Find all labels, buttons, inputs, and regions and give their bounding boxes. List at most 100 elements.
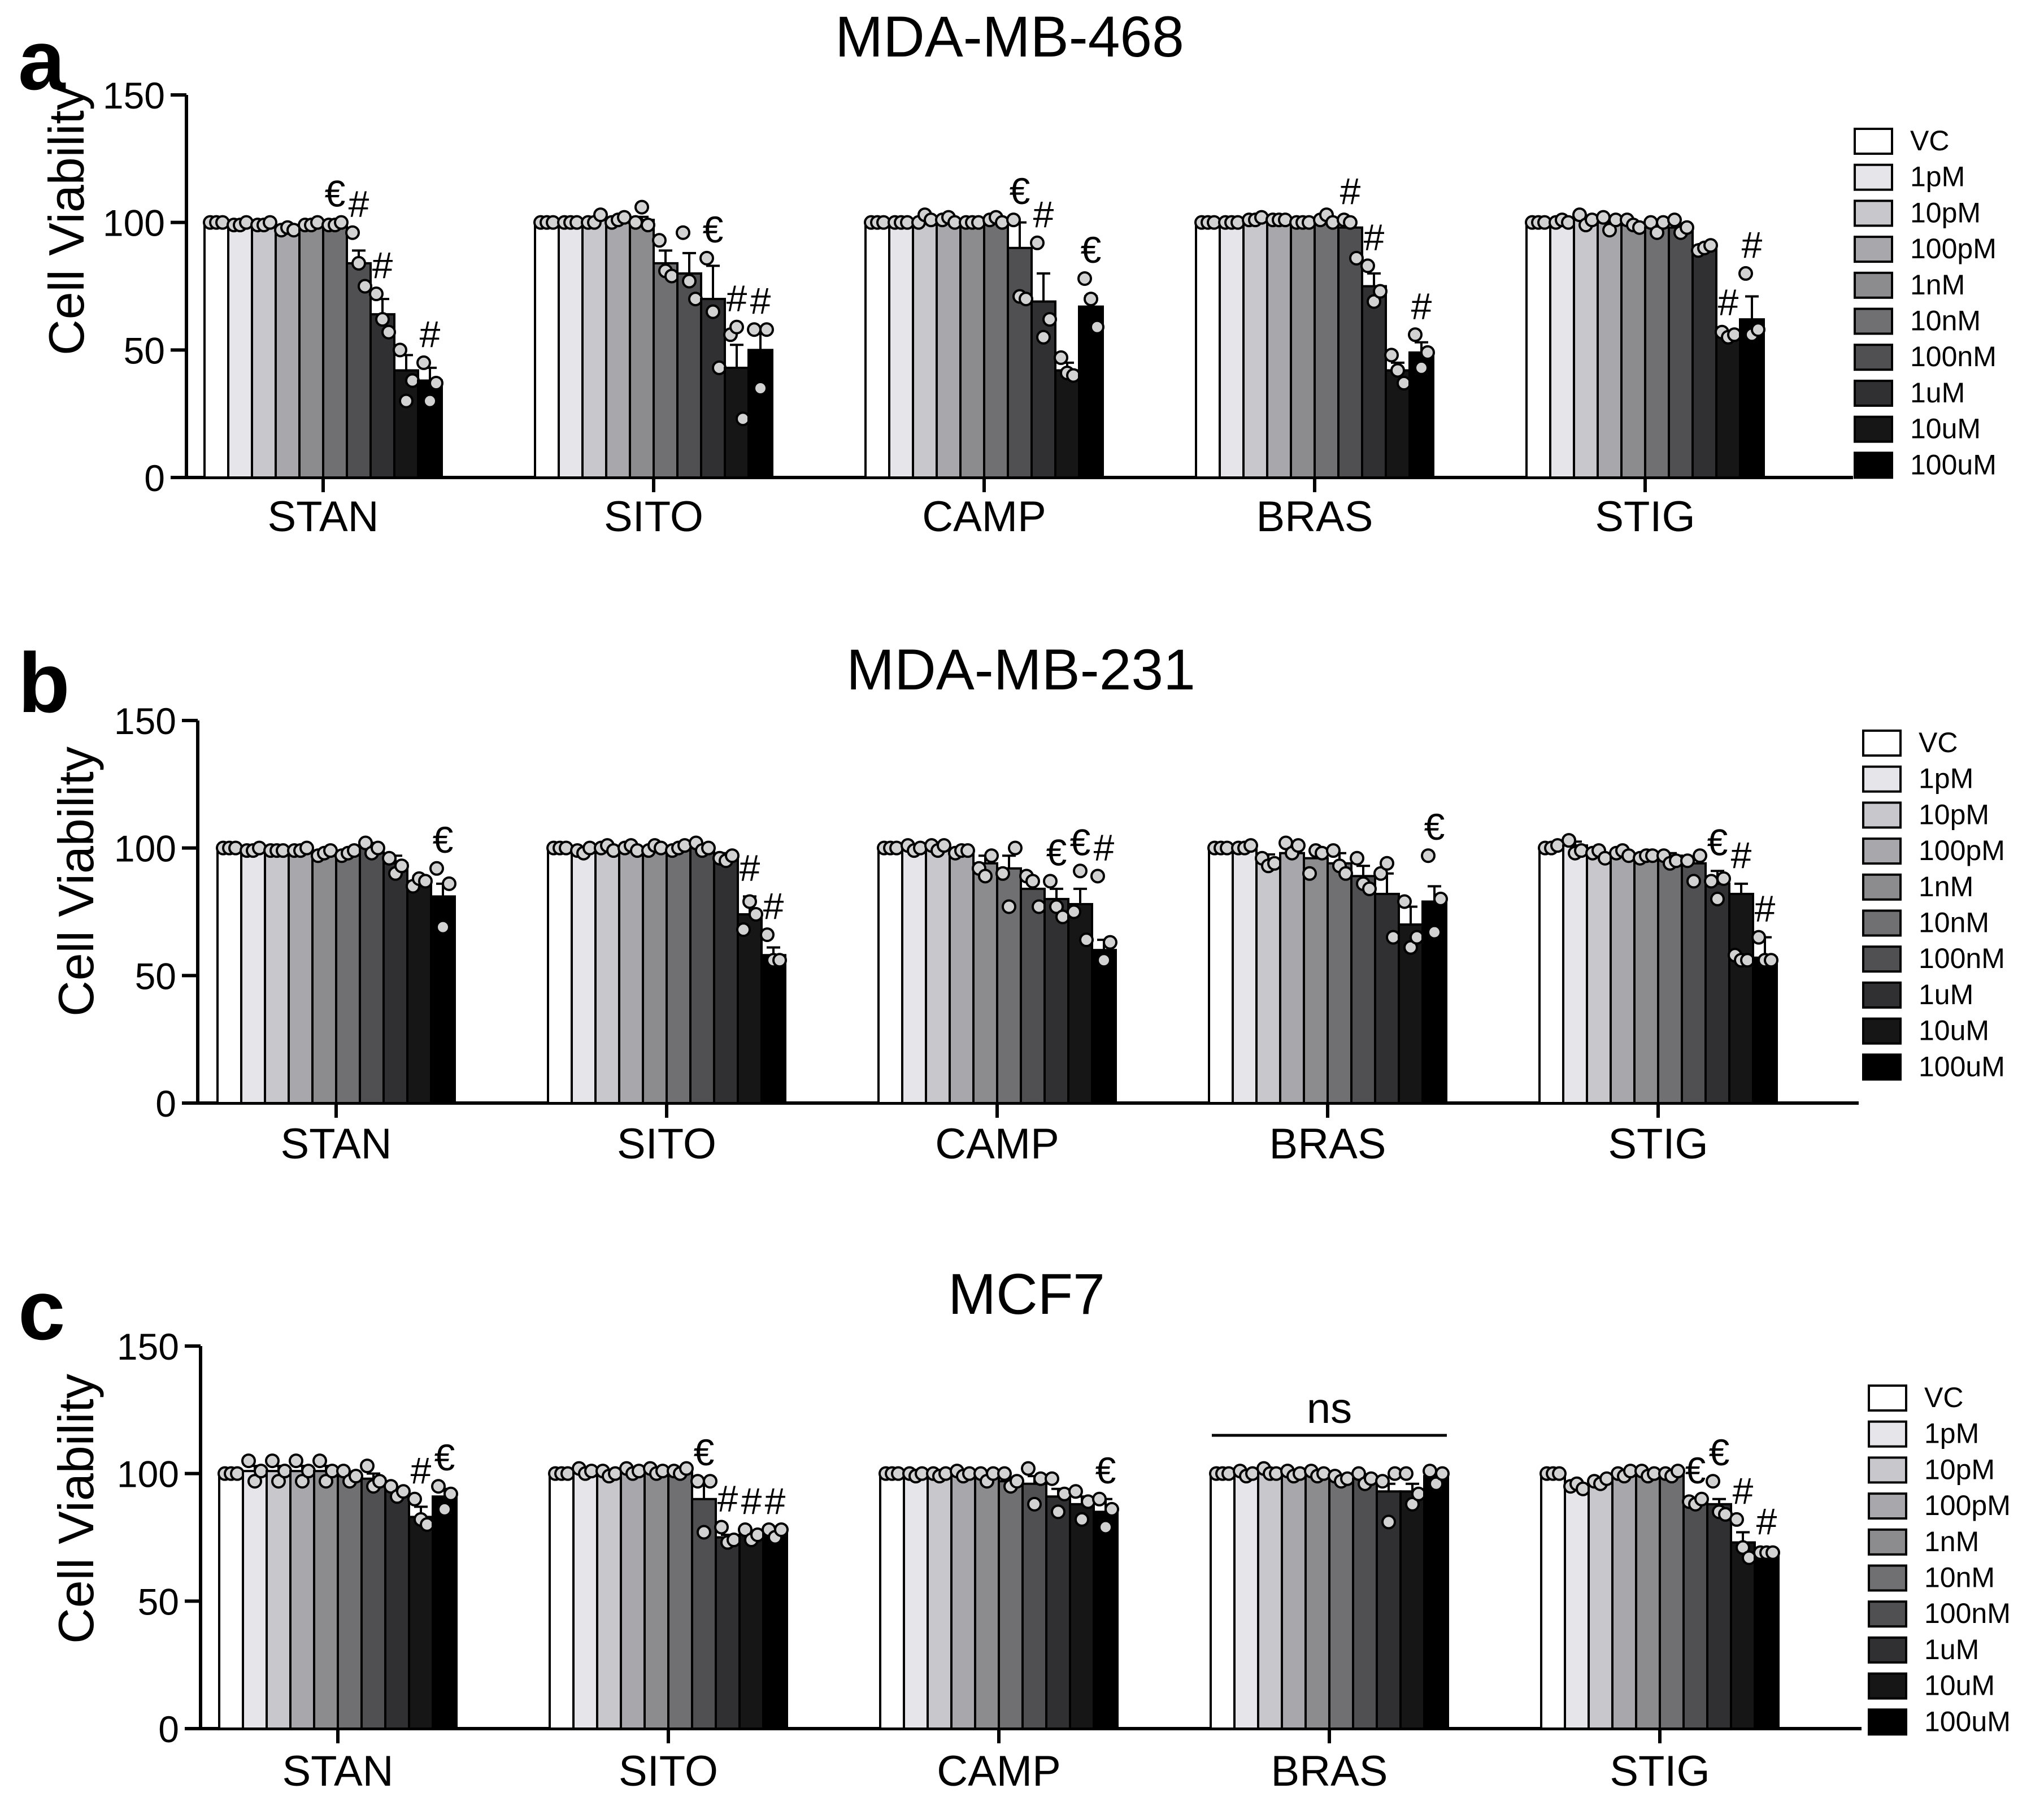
bar	[216, 847, 242, 1104]
data-point	[1243, 838, 1258, 853]
bar	[959, 221, 985, 479]
legend-label: 100pM	[1910, 233, 1997, 264]
bar	[643, 1470, 669, 1730]
bar-group-sito	[546, 835, 787, 1105]
bar-group-stig	[1539, 1464, 1780, 1730]
data-point	[1351, 1466, 1366, 1481]
data-point	[254, 1464, 268, 1479]
data-point	[1025, 874, 1040, 889]
data-point	[1751, 322, 1765, 337]
bar	[1069, 1503, 1095, 1730]
chart-title: MDA-MB-231	[846, 637, 1195, 702]
bar	[275, 229, 301, 479]
bar-group-stan	[216, 835, 456, 1105]
bar	[618, 847, 644, 1104]
data-point	[1421, 848, 1436, 863]
y-tick-label: 0	[158, 1708, 179, 1750]
significance-mark: €	[1709, 1431, 1730, 1473]
data-point	[312, 1453, 327, 1469]
data-point	[984, 848, 999, 863]
data-point	[405, 373, 420, 388]
bar	[1706, 1503, 1732, 1730]
x-tick-label: BRAS	[1271, 1747, 1388, 1795]
bar	[1635, 1472, 1661, 1730]
panel-letter: a	[18, 12, 66, 107]
bar	[322, 224, 348, 479]
data-point	[371, 840, 385, 856]
data-point	[1552, 1466, 1567, 1481]
data-point	[360, 1459, 375, 1474]
legend-swatch	[1868, 1528, 1907, 1556]
legend-swatch	[1854, 379, 1893, 407]
legend-swatch	[1862, 1017, 1902, 1045]
bar	[620, 1470, 646, 1730]
bar	[1350, 875, 1376, 1105]
data-point	[960, 843, 975, 858]
legend-swatch	[1854, 199, 1893, 227]
data-point	[1729, 1512, 1744, 1527]
data-point	[399, 393, 414, 409]
data-point	[423, 393, 437, 409]
data-point	[334, 215, 349, 230]
data-point	[345, 225, 360, 240]
data-point	[697, 1525, 711, 1540]
legend-swatch	[1868, 1708, 1907, 1736]
data-point	[1104, 1501, 1119, 1517]
bar	[240, 849, 266, 1105]
bar	[227, 224, 253, 479]
bar	[1093, 1510, 1119, 1730]
data-point	[1098, 1520, 1113, 1535]
data-point	[1572, 207, 1587, 223]
bar	[1255, 860, 1281, 1104]
significance-mark: #	[717, 1477, 738, 1519]
y-tick-label: 100	[103, 202, 165, 244]
data-point	[738, 1522, 753, 1537]
bar	[335, 852, 361, 1105]
data-point	[1561, 215, 1576, 230]
data-point	[1736, 1540, 1750, 1555]
data-point	[1399, 1466, 1414, 1481]
data-point	[712, 360, 727, 375]
data-point	[393, 342, 407, 358]
bar	[1657, 854, 1683, 1104]
bar	[1195, 221, 1221, 479]
data-point	[418, 874, 433, 889]
data-point	[1002, 899, 1016, 914]
bar	[879, 1472, 905, 1730]
data-point	[1671, 1464, 1685, 1479]
legend-swatch	[1868, 1456, 1907, 1484]
bar	[901, 847, 927, 1104]
x-tick-label: STIG	[1610, 1747, 1710, 1795]
chart-title: MCF7	[948, 1262, 1105, 1326]
y-tick-label: 100	[114, 828, 176, 870]
y-axis-label: Cell Viability	[48, 746, 104, 1017]
data-point	[299, 840, 314, 856]
data-point	[396, 1484, 411, 1499]
x-tick-label: SITO	[617, 1120, 716, 1168]
significance-mark: #	[1718, 281, 1739, 323]
data-point	[1411, 1486, 1426, 1501]
data-point	[641, 218, 655, 233]
bar	[700, 298, 726, 479]
data-point	[1764, 953, 1778, 968]
data-point	[1693, 848, 1707, 863]
bar	[998, 1480, 1024, 1730]
significance-mark: #	[763, 885, 784, 927]
data-point	[1680, 220, 1694, 235]
data-point	[1435, 1466, 1450, 1481]
x-tick-label: BRAS	[1269, 1120, 1386, 1168]
legend-swatch	[1862, 873, 1902, 901]
data-point	[701, 840, 716, 856]
data-point	[1704, 874, 1719, 889]
legend-swatch	[1868, 1600, 1907, 1628]
bar	[1730, 1541, 1756, 1730]
significance-mark: #	[1755, 888, 1776, 930]
data-point	[699, 250, 714, 266]
bar	[689, 847, 715, 1104]
significance-mark: #	[741, 1480, 762, 1522]
bar	[1054, 369, 1080, 479]
data-point	[1068, 1484, 1083, 1499]
data-point	[1562, 833, 1576, 848]
data-point	[358, 279, 372, 294]
significance-mark: #	[727, 277, 747, 319]
